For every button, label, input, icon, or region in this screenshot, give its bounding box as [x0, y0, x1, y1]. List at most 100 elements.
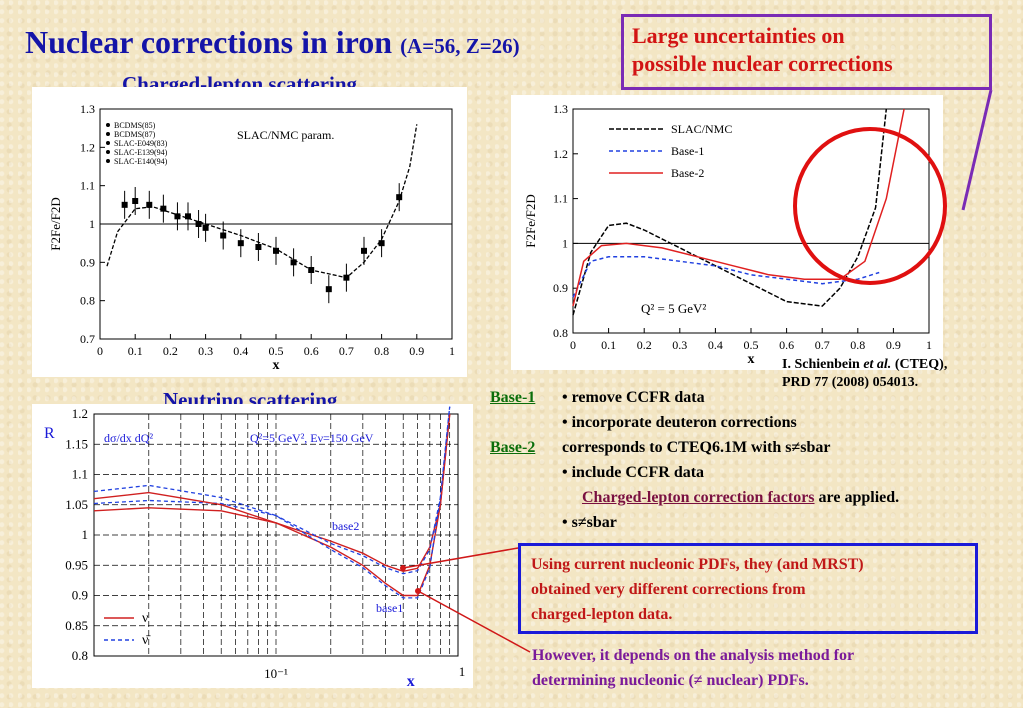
data-point	[174, 213, 181, 220]
x-tick-label: 0.4	[708, 338, 723, 352]
x-tick-label: 0.6	[779, 338, 794, 352]
citation-line-2: PRD 77 (2008) 054013.	[782, 375, 919, 390]
base1-item-2: • incorporate deuteron corrections	[562, 414, 797, 431]
series-base-2	[572, 108, 905, 307]
annotation-kinematics: Q²=5 GeV², Eν=150 GeV	[250, 431, 374, 445]
y-tick-label: 0.95	[65, 557, 88, 572]
x-tick-label: 0.5	[744, 338, 759, 352]
plot-frame	[93, 413, 459, 657]
y-tick-label: 1.2	[553, 147, 568, 161]
note-line-1: However, it depends on the analysis meth…	[532, 647, 855, 664]
legend-marker	[106, 159, 110, 163]
data-point	[325, 286, 332, 293]
y-tick-label: 0.7	[80, 332, 95, 346]
x-tick-label: 0.1	[128, 344, 143, 358]
data-point	[361, 247, 367, 254]
y-tick-label: 1.05	[65, 497, 88, 512]
base2-item-3-rest: are applied.	[814, 489, 900, 506]
data-point	[396, 194, 403, 201]
x-tick-label: 0.3	[672, 338, 687, 352]
x-tick-label: 0.7	[815, 338, 830, 352]
y-tick-label: 0.9	[72, 588, 88, 603]
legend-marker	[106, 141, 110, 145]
blue-box-line-3: charged-lepton data.	[531, 606, 673, 623]
chart-3-plot: 0.8 0.85 0.9 0.95 1 1.05 1.1 1.15 1.2 10⁻¹ 1 x R dσ/d…	[44, 406, 465, 688]
data-point	[273, 247, 279, 254]
series-slac-nmc	[572, 108, 888, 316]
y-tick-label: 1.1	[80, 179, 95, 193]
x-tick-label: 0.7	[339, 344, 354, 358]
blue-box-line-2: obtained very different corrections from	[531, 581, 806, 598]
y-tick-label: 1.15	[65, 436, 88, 451]
x-axis-label: x	[407, 673, 415, 688]
label-base1: base1	[376, 601, 403, 615]
x-tick-label: 0.3	[198, 344, 213, 358]
x-axis-label: x	[748, 352, 755, 367]
data-point	[290, 259, 297, 266]
legend-marker	[106, 150, 110, 154]
legend-entry: Base-2	[671, 166, 704, 180]
nucleonic-pdf-box: Using current nucleonic PDFs, they (and …	[518, 543, 978, 634]
x-tick-label: 0.4	[233, 344, 248, 358]
chart-2-plot: 0.8 0.9 1 1.1 1.2 1.3 0 0.1 0.2 0.3 0.4 0.5 0.6 0.7 0.…	[523, 102, 932, 367]
chart-charged-lepton: 0.7 0.8 0.9 1 1.1 1.2 1.3 0 0.1 0.2 0.3 0.4 0.5 0.6 0.…	[32, 87, 467, 377]
citation-group: (CTEQ),	[891, 357, 948, 372]
title-sub: (A=56, Z=26)	[400, 34, 520, 58]
x-tick-label: 1	[449, 344, 455, 358]
y-tick-label: 1	[562, 236, 568, 250]
y-axis-label: R	[44, 425, 55, 442]
legend-entry: SLAC-E140(94)	[114, 157, 168, 166]
series-base-1	[572, 256, 880, 298]
data-point	[237, 240, 244, 247]
y-tick-label: 0.8	[553, 326, 568, 340]
y-tick-label: 1.1	[72, 467, 88, 482]
y-tick-label: 0.85	[65, 618, 88, 633]
legend-marker	[106, 123, 110, 127]
annotation-xsec: dσ/dx dQ²	[104, 431, 153, 445]
citation-authors: I. Schienbein	[782, 357, 864, 372]
legend-entry: BCDMS(85)	[114, 121, 156, 130]
y-tick-label: 1.2	[72, 406, 88, 421]
y-tick-label: 0.8	[80, 294, 95, 308]
data-point	[308, 267, 315, 273]
y-tick-label: 1.1	[553, 192, 568, 206]
x-tick-label: 0.6	[304, 344, 319, 358]
citation-line-1: I. Schienbein et al. (CTEQ),	[782, 356, 947, 374]
legend-nubar: ν̄	[142, 633, 151, 648]
y-tick-label: 1	[82, 527, 89, 542]
base1-key: Base-1	[490, 389, 536, 406]
y-tick-label: 0.8	[72, 648, 88, 663]
legend-entry: Base-1	[671, 144, 704, 158]
y-tick-label: 0.9	[553, 281, 568, 295]
legend-entry: SLAC/NMC	[671, 122, 732, 136]
data-point	[220, 232, 227, 239]
label-base2: base2	[332, 519, 359, 533]
citation-etal: et al.	[863, 357, 892, 372]
note-line-2: determining nucleonic (≠ nuclear) PDFs.	[532, 672, 809, 689]
x-tick-label: 0.8	[850, 338, 865, 352]
x-tick-label: 0.9	[409, 344, 424, 358]
x-tick-label: 0.2	[637, 338, 652, 352]
legend-marker	[106, 132, 110, 136]
slide-title: Nuclear corrections in iron (A=56, Z=26)	[25, 24, 520, 61]
legend-entry: SLAC-E139(94)	[114, 148, 168, 157]
data-point	[255, 244, 262, 250]
callout-connector	[961, 89, 993, 211]
correction-factors-link: Charged-lepton correction factors	[582, 489, 815, 506]
y-tick-label: 1	[89, 217, 95, 231]
analysis-method-note: However, it depends on the analysis meth…	[532, 643, 992, 693]
y-axis-label: F2Fe/F2D	[48, 197, 63, 250]
chart-neutrino: 0.8 0.85 0.9 0.95 1 1.05 1.1 1.15 1.2 10⁻¹ 1 x R dσ/d…	[32, 404, 473, 688]
y-axis-label: F2Fe/F2D	[523, 194, 538, 247]
data-point	[195, 221, 202, 227]
chart-1-plot: 0.7 0.8 0.9 1 1.1 1.2 1.3 0 0.1 0.2 0.3 0.4 0.5 0.6 0.…	[48, 102, 455, 373]
x-tick-label: 1	[926, 338, 932, 352]
data-point	[185, 213, 191, 220]
x-tick-label: 0.2	[163, 344, 178, 358]
y-tick-label: 0.9	[80, 255, 95, 269]
citation: I. Schienbein et al. (CTEQ), PRD 77 (200…	[782, 356, 947, 392]
data-point	[121, 201, 128, 208]
legend-entry: SLAC-E049(83)	[114, 139, 168, 148]
annotation-param: SLAC/NMC param.	[237, 128, 334, 142]
curve-nubar-base1	[93, 406, 451, 599]
